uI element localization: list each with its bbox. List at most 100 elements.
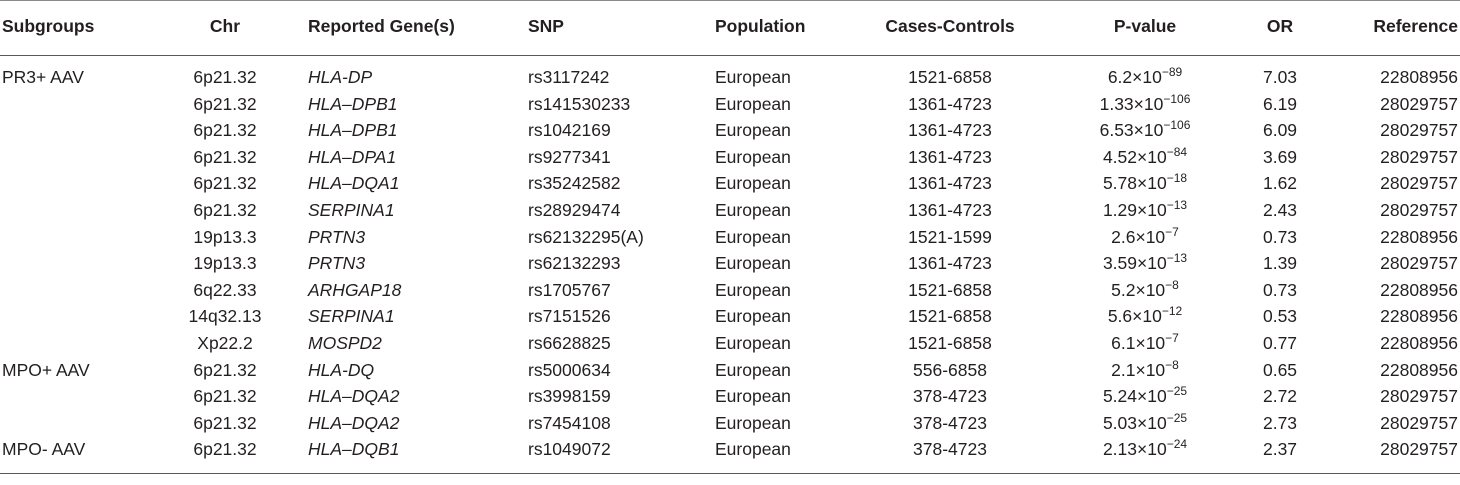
- table-row: 6p21.32 HLA–DPB1 rs1042169 European 1361-472…: [0, 117, 1460, 144]
- cell-subgroup: MPO- AAV: [0, 436, 150, 474]
- cell-gene: HLA–DPA1: [308, 146, 397, 167]
- p-value-mantissa: 2.13×10: [1102, 439, 1167, 460]
- p-value-exponent: −8: [1165, 357, 1179, 372]
- p-value-exponent: −84: [1166, 144, 1188, 159]
- cell-snp: rs3117242: [528, 67, 610, 87]
- cell-snp: rs9277341: [528, 146, 611, 167]
- cell-p-value: 5.03×10−25: [1055, 410, 1235, 437]
- cell-gene: SERPINA1: [308, 306, 395, 327]
- cell-subgroup: [0, 250, 150, 277]
- cell-subgroup: [0, 197, 150, 224]
- cell-cases-controls: 1361-4723: [908, 253, 992, 274]
- cell-chr: 6p21.32: [193, 199, 257, 220]
- cell-subgroup: [0, 224, 150, 251]
- cell-gene: HLA-DP: [308, 67, 373, 87]
- table-row: 6p21.32 SERPINA1 rs28929474 European 1361-47…: [0, 197, 1460, 224]
- p-value-mantissa: 6.53×10: [1099, 120, 1164, 141]
- cell-snp: rs62132293: [528, 253, 621, 274]
- cell-cases-controls: 378-4723: [845, 436, 1055, 474]
- cell-chr: 6p21.32: [193, 93, 257, 114]
- cell-or: 1.62: [1262, 173, 1298, 194]
- cell-chr: 6p21.32: [193, 412, 257, 433]
- cell-subgroup: [0, 170, 150, 197]
- cell-snp: rs7454108: [528, 412, 611, 433]
- header-p-value: P-value: [1055, 0, 1235, 56]
- cell-gene: HLA-DQ: [308, 359, 375, 380]
- table-row: 6p21.32 HLA–DPB1 rs141530233 European 1361-4…: [0, 91, 1460, 118]
- cell-p-value: 6.53×10−106: [1055, 117, 1235, 144]
- table-row: 6p21.32 HLA–DQA2 rs3998159 European 378-4723…: [0, 383, 1460, 410]
- association-table: Subgroups Chr Reported Gene(s) SNP Popul…: [0, 0, 1460, 474]
- cell-or: 1.39: [1262, 253, 1298, 274]
- cell-snp: rs6628825: [528, 332, 611, 353]
- cell-gene: HLA–DPB1: [308, 120, 398, 141]
- cell-or: 2.37: [1235, 436, 1325, 474]
- cell-reference: 28029757: [1325, 436, 1460, 474]
- cell-gene: HLA–DQB1: [300, 436, 520, 474]
- p-value-mantissa: 4.52×10: [1102, 146, 1167, 167]
- cell-reference: 22808956: [1380, 279, 1458, 300]
- cell-cases-controls: 1361-4723: [908, 173, 992, 194]
- cell-subgroup: [0, 330, 150, 357]
- cell-reference: 28029757: [1380, 93, 1458, 114]
- cell-cases-controls: 1361-4723: [908, 120, 992, 141]
- cell-subgroup: [0, 144, 150, 171]
- cell-reference: 28029757: [1380, 146, 1458, 167]
- cell-snp: rs1049072: [520, 436, 705, 474]
- cell-subgroup: [0, 303, 150, 330]
- cell-subgroup: [0, 117, 150, 144]
- cell-gene: PRTN3: [308, 253, 366, 274]
- cell-subgroup: MPO+ AAV: [2, 359, 90, 380]
- table-row: 19p13.3 PRTN3 rs62132295(A) European 1521-15…: [0, 224, 1460, 251]
- cell-chr: 6q22.33: [193, 279, 257, 300]
- cell-population: European: [715, 279, 791, 300]
- cell-or: 6.19: [1262, 93, 1298, 114]
- table-row: MPO- AAV 6p21.32 HLA–DQB1 rs1049072 European…: [0, 436, 1460, 474]
- p-value-exponent: −18: [1166, 171, 1188, 186]
- cell-population: European: [705, 436, 845, 474]
- cell-p-value: 4.52×10−84: [1055, 144, 1235, 171]
- cell-population: European: [715, 412, 791, 433]
- p-value-mantissa: 3.59×10: [1102, 253, 1167, 274]
- p-value-mantissa: 2.1×10: [1111, 359, 1166, 380]
- cell-reference: 22808956: [1380, 67, 1458, 87]
- table-row: 14q32.13 SERPINA1 rs7151526 European 1521-68…: [0, 303, 1460, 330]
- cell-snp: rs7151526: [528, 306, 611, 327]
- cell-subgroup: [0, 91, 150, 118]
- cell-or: 2.72: [1262, 386, 1298, 407]
- p-value-mantissa: 1.33×10: [1099, 93, 1164, 114]
- table-row: 6p21.32 HLA–DPA1 rs9277341 European 1361-472…: [0, 144, 1460, 171]
- table-row: Xp22.2 MOSPD2 rs6628825 European 1521-6858 6.…: [0, 330, 1460, 357]
- p-value-exponent: −25: [1166, 384, 1188, 399]
- cell-gene: HLA–DQA2: [308, 412, 400, 433]
- header-subgroups: Subgroups: [0, 0, 150, 56]
- header-snp: SNP: [520, 0, 705, 56]
- cell-reference: 22808956: [1380, 226, 1458, 247]
- cell-p-value: 1.33×10−106: [1055, 91, 1235, 118]
- cell-snp: rs62132295(A): [528, 226, 644, 247]
- cell-population: European: [715, 67, 791, 87]
- cell-cases-controls: 1521-6858: [908, 67, 992, 87]
- header-chr: Chr: [150, 0, 300, 56]
- cell-snp: rs5000634: [528, 359, 611, 380]
- table-header: Subgroups Chr Reported Gene(s) SNP Popul…: [0, 0, 1460, 56]
- cell-or: 0.53: [1262, 306, 1298, 327]
- cell-p-value: 5.2×10−8: [1055, 277, 1235, 304]
- p-value-mantissa: 5.6×10: [1107, 306, 1162, 327]
- p-value-exponent: −24: [1166, 437, 1188, 452]
- table-row: 6q22.33 ARHGAP18 rs1705767 European 1521-685…: [0, 277, 1460, 304]
- cell-population: European: [715, 253, 791, 274]
- cell-chr: 6p21.32: [150, 436, 300, 474]
- p-value-mantissa: 5.78×10: [1102, 173, 1167, 194]
- cell-cases-controls: 378-4723: [913, 412, 987, 433]
- cell-cases-controls: 1521-6858: [908, 279, 992, 300]
- cell-p-value: 3.59×10−13: [1055, 250, 1235, 277]
- cell-or: 6.09: [1262, 120, 1298, 141]
- cell-gene: SERPINA1: [308, 199, 395, 220]
- cell-reference: 28029757: [1380, 120, 1458, 141]
- cell-subgroup: [0, 383, 150, 410]
- cell-chr: 14q32.13: [188, 306, 262, 327]
- cell-p-value: 5.78×10−18: [1055, 170, 1235, 197]
- cell-gene: HLA–DQA1: [308, 173, 400, 194]
